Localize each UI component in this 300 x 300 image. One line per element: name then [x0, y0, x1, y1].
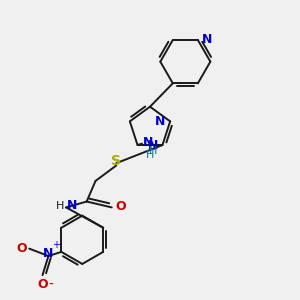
Text: N: N: [67, 200, 77, 212]
Text: N: N: [148, 139, 158, 152]
Text: S: S: [111, 154, 121, 168]
Text: N: N: [43, 248, 54, 260]
Text: N: N: [155, 115, 166, 128]
Text: O: O: [37, 278, 48, 291]
Text: +: +: [52, 240, 60, 250]
Text: H: H: [149, 146, 157, 156]
Text: N: N: [201, 34, 212, 46]
Text: H: H: [146, 150, 154, 161]
Text: N: N: [143, 136, 153, 149]
Text: -: -: [48, 278, 53, 292]
Text: H: H: [56, 201, 64, 211]
Text: O: O: [115, 200, 126, 213]
Text: O: O: [16, 242, 27, 255]
